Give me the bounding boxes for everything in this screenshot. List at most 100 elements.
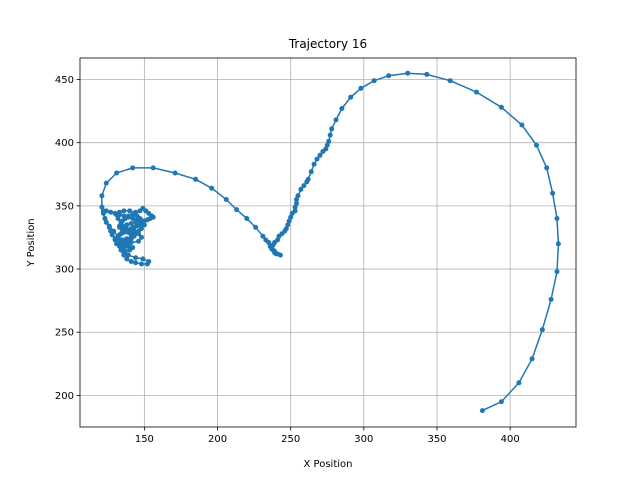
trajectory-point-43: [289, 210, 295, 216]
trajectory-point-168: [121, 252, 127, 258]
trajectory-point-36: [301, 183, 307, 189]
trajectory-point-2: [516, 380, 522, 386]
trajectory-point-176: [103, 219, 109, 225]
trajectory-point-199: [124, 236, 130, 242]
trajectory-point-67: [244, 216, 250, 221]
y-tick-label-3: 350: [55, 201, 74, 212]
trajectory-point-14: [474, 89, 479, 95]
trajectory-point-175: [106, 224, 112, 230]
trajectory-point-1: [498, 399, 504, 405]
trajectory-point-191: [124, 222, 130, 228]
y-tick-label-4: 400: [55, 138, 74, 149]
trajectory-point-64: [263, 237, 269, 243]
trajectory-point-172: [112, 236, 118, 242]
trajectory-point-44: [288, 214, 294, 220]
trajectory-point-19: [371, 78, 377, 84]
trajectory-point-69: [223, 197, 229, 202]
trajectory-point-22: [339, 106, 345, 111]
trajectory-point-76: [103, 180, 109, 186]
trajectory-point-163: [144, 261, 150, 267]
trajectory-point-31: [314, 156, 320, 162]
trajectory-point-190: [128, 221, 134, 226]
trajectory-point-10: [544, 165, 550, 171]
trajectory-point-40: [294, 200, 299, 206]
axis-ticks: 150 200 250 300 350 400 200 250 300 350 400 450: [55, 75, 520, 445]
trajectory-point-177: [102, 216, 108, 221]
trajectory-point-198: [128, 234, 134, 240]
trajectory-point-97: [127, 208, 133, 214]
x-tick-label-3: 300: [354, 434, 373, 445]
trajectory-point-35: [304, 179, 310, 185]
trajectory-point-161: [140, 256, 146, 262]
trajectory-point-78: [99, 204, 105, 210]
trajectory-point-66: [253, 224, 259, 230]
trajectory-point-205: [125, 243, 131, 249]
y-tick-label-5: 450: [55, 75, 74, 86]
chart-title: Trajectory 16: [288, 37, 367, 51]
trajectory-point-165: [133, 260, 139, 266]
plot-frame: [79, 57, 577, 428]
grid-lines: [80, 58, 576, 427]
trajectory-point-96: [121, 208, 127, 214]
y-axis-label: Y Position: [26, 218, 37, 267]
trajectory-point-13: [498, 104, 504, 110]
trajectory-point-93: [115, 216, 121, 221]
trajectory-point-39: [294, 197, 299, 202]
trajectory-point-159: [125, 252, 131, 258]
x-tick-label-4: 350: [427, 434, 446, 445]
trajectory-point-12: [519, 122, 525, 128]
trajectory-point-62: [267, 243, 273, 249]
trajectory-point-185: [125, 214, 131, 220]
trajectory-point-173: [109, 232, 115, 238]
trajectory-point-6: [554, 269, 560, 275]
trajectory-point-183: [117, 212, 122, 218]
trajectory-point-160: [133, 255, 139, 261]
trajectory-point-15: [447, 78, 453, 84]
trajectory-point-0: [479, 408, 485, 414]
trajectory-point-21: [348, 94, 354, 100]
trajectory-point-164: [139, 261, 144, 267]
trajectory-point-46: [285, 222, 291, 228]
trajectory-point-73: [150, 165, 156, 171]
trajectory-point-11: [534, 142, 539, 148]
x-tick-label-0: 150: [135, 434, 154, 445]
trajectory-point-169: [118, 247, 124, 253]
trajectory-point-136: [139, 226, 144, 232]
trajectory-point-184: [121, 213, 127, 219]
trajectory-point-206: [130, 245, 136, 251]
trajectory-point-26: [326, 138, 332, 144]
trajectory-point-24: [329, 126, 335, 132]
trajectory-point-25: [327, 132, 333, 138]
trajectory-point-203: [117, 242, 122, 248]
trajectory-point-3: [529, 356, 535, 362]
trajectory-point-33: [308, 169, 314, 175]
trajectory-point-20: [358, 85, 364, 91]
trajectory-point-37: [298, 186, 304, 192]
trajectory-point-194: [119, 227, 125, 233]
trajectory-point-188: [137, 218, 143, 224]
trajectory-point-72: [172, 170, 178, 176]
trajectory-point-186: [130, 216, 136, 221]
trajectory-point-65: [260, 233, 266, 239]
trajectory-point-87: [139, 234, 144, 240]
trajectory-point-16: [424, 71, 430, 77]
trajectory-point-189: [133, 219, 139, 225]
trajectory-point-27: [324, 142, 330, 148]
trajectory-point-30: [317, 152, 323, 158]
trajectory-point-38: [295, 193, 301, 199]
trajectory-point-140: [134, 213, 140, 219]
trajectory-point-75: [114, 170, 120, 176]
y-tick-label-2: 300: [55, 265, 74, 276]
trajectory-point-204: [121, 242, 127, 248]
trajectory-point-41: [292, 204, 298, 210]
trajectory-point-23: [333, 117, 339, 123]
trajectory-point-18: [386, 73, 392, 79]
trajectory-point-74: [130, 165, 136, 171]
trajectory-point-86: [136, 238, 141, 244]
trajectory-point-141: [130, 212, 136, 218]
trajectory-point-50: [276, 233, 282, 239]
trajectory-point-32: [311, 161, 317, 167]
trajectory-point-70: [209, 185, 215, 191]
